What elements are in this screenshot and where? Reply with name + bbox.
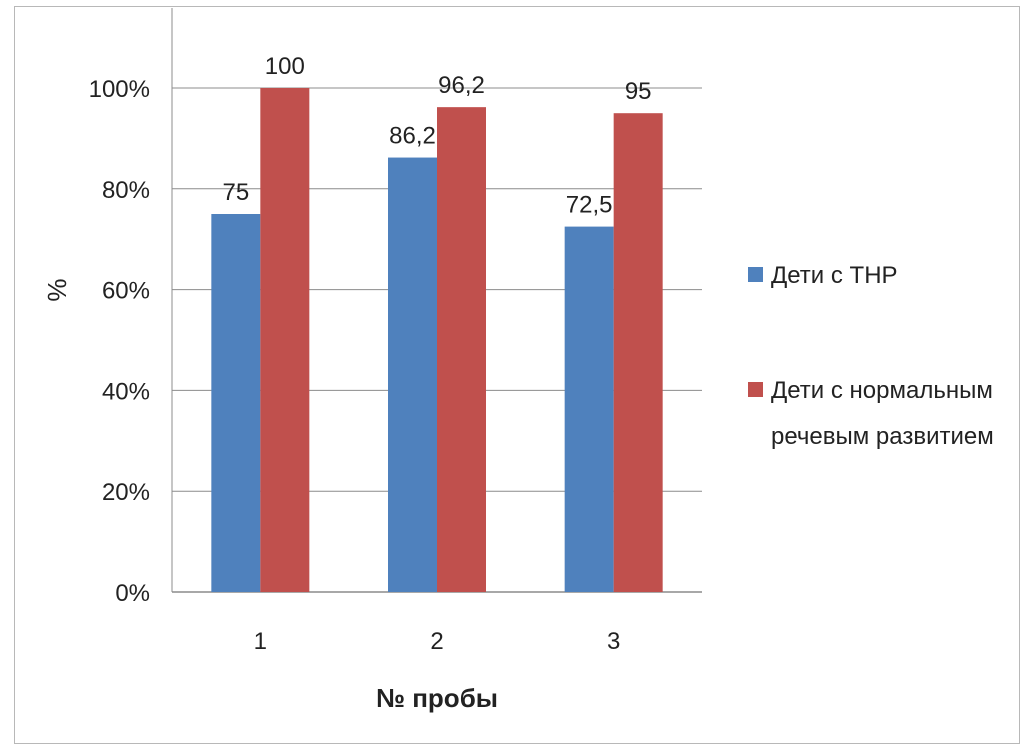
- chart-frame: [14, 6, 1020, 744]
- y-tick-label: 40%: [102, 378, 150, 405]
- data-label: 72,5: [566, 192, 613, 219]
- legend-swatch-series-2: [748, 382, 763, 397]
- bar-series-2-cat-3: [613, 113, 663, 592]
- x-tick-label: 3: [607, 628, 620, 655]
- y-tick-labels: 0% 20% 40% 60% 80% 100%: [89, 76, 150, 607]
- y-axis-title: %: [42, 278, 72, 301]
- x-tick-labels: 1 2 3: [254, 628, 621, 655]
- legend-label-series-2-line1: Дети с нормальным: [771, 377, 993, 404]
- y-tick-label: 20%: [102, 479, 150, 506]
- legend: Дети с ТНР Дети с нормальным речевым раз…: [748, 262, 994, 450]
- data-label: 95: [625, 78, 652, 105]
- data-labels: 75 100 86,296,2 72,5 95: [222, 53, 651, 219]
- data-label: 96,2: [438, 72, 485, 99]
- y-tick-label: 80%: [102, 177, 150, 204]
- data-label: 100: [265, 53, 305, 80]
- data-label: 75: [222, 179, 249, 206]
- x-axis-title: № пробы: [376, 683, 498, 713]
- legend-swatch-series-1: [748, 267, 763, 282]
- bar-series-1-cat-1: [211, 214, 261, 592]
- legend-label-series-1: Дети с ТНР: [771, 262, 898, 289]
- bar-series-1-cat-3: [564, 226, 614, 592]
- x-tick-label: 2: [430, 628, 443, 655]
- bar-series-2-cat-2: [437, 107, 486, 592]
- y-tick-label: 100%: [89, 76, 150, 103]
- bar-series-1-cat-2: [388, 157, 437, 592]
- y-tick-label: 60%: [102, 278, 150, 305]
- bar-series-2-cat-1: [260, 88, 310, 592]
- y-tick-label: 0%: [115, 580, 150, 607]
- data-label: 86,2: [389, 123, 436, 150]
- legend-label-series-2-line2: речевым развитием: [771, 423, 994, 450]
- bars: [211, 88, 663, 592]
- x-tick-label: 1: [254, 628, 267, 655]
